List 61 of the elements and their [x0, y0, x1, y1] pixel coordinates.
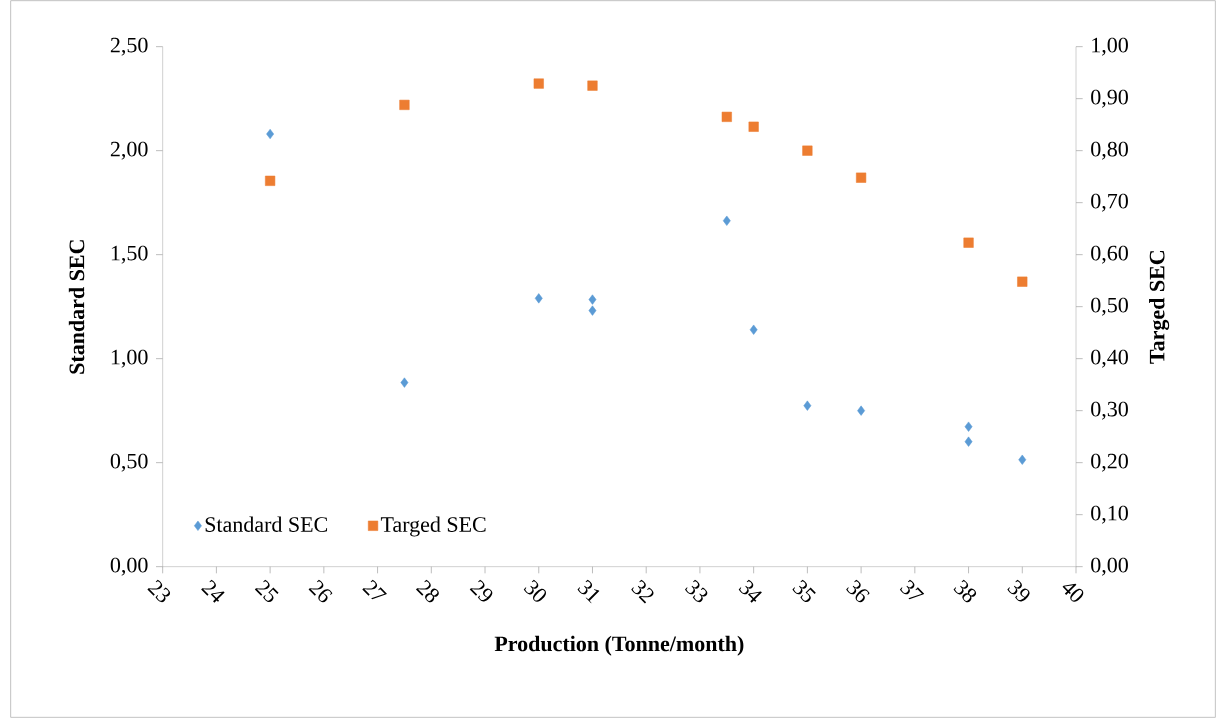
- y-tick-label: 0,00: [110, 557, 148, 576]
- x-tick-label: 29: [469, 579, 493, 602]
- y2-tick-label: 0,30: [1091, 401, 1128, 420]
- y2-tick-label: 0,40: [1091, 349, 1128, 368]
- point: [400, 377, 409, 388]
- point: [587, 80, 598, 91]
- x-tick-label: 23: [147, 579, 171, 603]
- x-tick-label: 27: [362, 579, 387, 600]
- legend-label: Targed SEC: [380, 516, 486, 537]
- x-tick-label: 35: [792, 579, 816, 603]
- y2-tick-label: 1,00: [1092, 37, 1128, 56]
- point: [964, 421, 973, 432]
- point: [534, 293, 543, 304]
- y2-tick-label: 0,80: [1091, 141, 1128, 160]
- point: [963, 237, 974, 248]
- point: [964, 436, 973, 447]
- x-tick-label: 31: [577, 579, 600, 604]
- y2-tick-label: 0,90: [1091, 89, 1128, 108]
- x-tick-label: 33: [684, 579, 708, 603]
- y-tick-label: 2,50: [110, 37, 148, 56]
- y2-tick-label: 0,70: [1091, 193, 1128, 212]
- x-tick-label: 39: [1007, 579, 1030, 602]
- y-tick-label: 0,50: [110, 453, 148, 472]
- point: [802, 145, 813, 156]
- point: [265, 175, 276, 186]
- point: [748, 121, 759, 132]
- x-tick-label: 36: [846, 579, 870, 603]
- y-tick-label: 1,50: [111, 245, 148, 264]
- point: [856, 172, 867, 183]
- y2-axis-title: Targed SEC: [1149, 250, 1170, 364]
- x-tick-label: 26: [308, 579, 333, 603]
- x-axis-title: Production (Tonne/month): [494, 635, 744, 656]
- legend-label: Standard SEC: [205, 516, 328, 532]
- x-tick-label: 28: [415, 579, 439, 603]
- point: [721, 111, 732, 122]
- point: [399, 99, 410, 110]
- x-tick-label: 38: [953, 579, 977, 603]
- x-tick-label: 32: [631, 579, 654, 604]
- y2-tick-label: 0,60: [1091, 245, 1128, 264]
- point: [1018, 454, 1027, 465]
- x-tick-label: 30: [523, 579, 547, 602]
- x-tick-label: 40: [1062, 583, 1084, 602]
- x-tick-label: 24: [201, 579, 225, 603]
- y2-tick-label: 0,50: [1091, 297, 1128, 316]
- y-tick-label: 1,00: [111, 349, 148, 368]
- x-tick-label: 34: [738, 579, 762, 603]
- y-tick-label: 2,00: [110, 141, 148, 160]
- point: [749, 324, 758, 335]
- y2-tick-label: 0,20: [1091, 453, 1128, 472]
- point: [722, 215, 731, 226]
- y2-tick-label: 0,10: [1091, 505, 1128, 524]
- y-axis-title: Standard SEC: [68, 240, 85, 374]
- point: [1017, 276, 1028, 287]
- y2-tick-label: 0,00: [1091, 557, 1128, 576]
- point: [588, 305, 597, 316]
- point: [857, 405, 865, 416]
- point: [588, 294, 597, 305]
- x-tick-label: 25: [254, 579, 279, 603]
- point: [533, 78, 544, 89]
- x-tick-label: 37: [899, 579, 925, 600]
- point: [803, 400, 812, 411]
